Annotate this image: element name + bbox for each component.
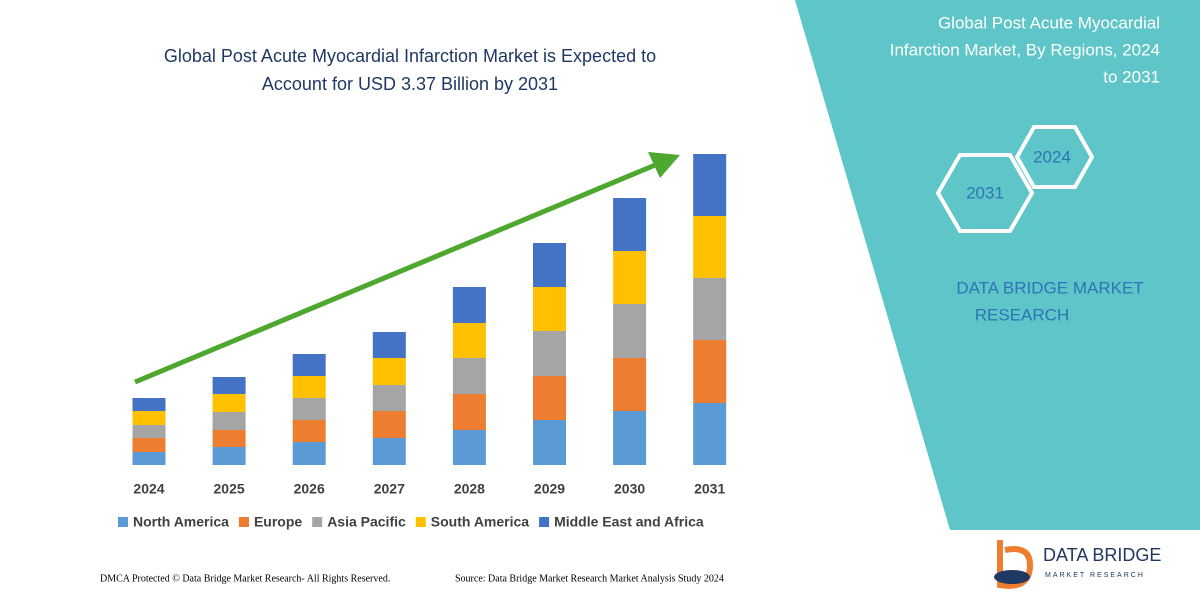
legend-swatch xyxy=(118,517,128,527)
bar-segment xyxy=(292,442,326,465)
bar-segment xyxy=(292,354,326,376)
bar-segment xyxy=(372,411,406,438)
bar-segment xyxy=(613,251,647,304)
bar-segment xyxy=(212,412,246,430)
panel-title: Global Post Acute Myocardial xyxy=(938,13,1160,32)
bar-segment xyxy=(212,394,246,412)
hexagon xyxy=(1014,125,1095,189)
x-tick-label: 2025 xyxy=(214,481,245,497)
bar-segment xyxy=(533,243,566,287)
panel-title: Infarction Market, By Regions, 2024 xyxy=(890,40,1160,59)
bar-segment xyxy=(693,154,727,216)
bar-segment xyxy=(212,447,246,465)
x-tick-label: 2024 xyxy=(133,481,164,497)
legend-label: Europe xyxy=(254,514,302,530)
bar-segment xyxy=(132,411,166,425)
legend-swatch xyxy=(312,517,323,527)
bar-segment xyxy=(613,198,647,251)
footer-text: DMCA Protected © Data Bridge Market Rese… xyxy=(100,573,390,584)
chart-title: Global Post Acute Myocardial Infarction … xyxy=(164,46,656,66)
bar-segment xyxy=(452,394,486,430)
bar-segment xyxy=(132,398,166,411)
bar-segment xyxy=(372,358,406,385)
bar-segment xyxy=(693,340,727,403)
legend-label: North America xyxy=(133,514,229,530)
x-tick-label: 2027 xyxy=(374,481,405,497)
logo-name: DATA BRIDGE xyxy=(1043,545,1161,565)
bar-segment xyxy=(132,438,166,452)
bar-segment xyxy=(693,216,727,278)
brand-text: RESEARCH xyxy=(975,305,1069,324)
trend-arrow xyxy=(134,160,661,385)
bar-segment xyxy=(292,420,326,442)
bar-segment xyxy=(132,452,166,465)
bar-segment xyxy=(613,411,647,465)
x-tick-label: 2029 xyxy=(534,481,565,497)
footer-text: Source: Data Bridge Market Research Mark… xyxy=(455,573,724,584)
bar-segment xyxy=(613,358,647,411)
bar-segment xyxy=(212,430,246,447)
bar-segment xyxy=(533,331,566,376)
hexagon xyxy=(935,153,1035,233)
bar-segment xyxy=(533,287,566,331)
x-tick-label: 2030 xyxy=(614,481,645,497)
legend-swatch xyxy=(238,517,249,527)
bar-segment xyxy=(533,420,566,465)
chart-title: Account for USD 3.37 Billion by 2031 xyxy=(262,74,558,94)
bar-segment xyxy=(292,398,326,420)
legend-label: Middle East and Africa xyxy=(554,514,704,530)
brand-text: DATA BRIDGE MARKET xyxy=(956,278,1143,297)
x-tick-label: 2028 xyxy=(454,481,485,497)
legend-label: Asia Pacific xyxy=(327,514,406,530)
bar-segment xyxy=(292,376,326,398)
bar-segment xyxy=(452,287,486,323)
logo-mark xyxy=(997,540,1034,589)
logo-mark xyxy=(994,570,1030,584)
bar-segment xyxy=(452,430,486,465)
bar-segment xyxy=(132,425,166,438)
bar-segment xyxy=(693,278,727,340)
legend-swatch xyxy=(539,517,550,527)
bar-segment xyxy=(533,376,566,420)
panel-title: to 2031 xyxy=(1103,67,1160,86)
bar-segment xyxy=(452,358,486,394)
bar-segment xyxy=(372,438,406,465)
bar-segment xyxy=(613,304,647,358)
bar-segment xyxy=(372,385,406,411)
bar-segment xyxy=(693,403,727,465)
hexagon-label: 2031 xyxy=(966,183,1004,202)
x-tick-label: 2031 xyxy=(694,481,725,497)
legend-label: South America xyxy=(431,514,529,530)
bar-segment xyxy=(212,377,246,394)
arrow-head xyxy=(648,152,680,178)
bar-segment xyxy=(452,323,486,358)
legend-swatch xyxy=(415,517,426,527)
side-panel xyxy=(795,0,1200,530)
hexagon-label: 2024 xyxy=(1033,147,1071,166)
x-tick-label: 2026 xyxy=(294,481,325,497)
bar-segment xyxy=(372,332,406,358)
logo-tagline: MARKET RESEARCH xyxy=(1045,572,1145,579)
